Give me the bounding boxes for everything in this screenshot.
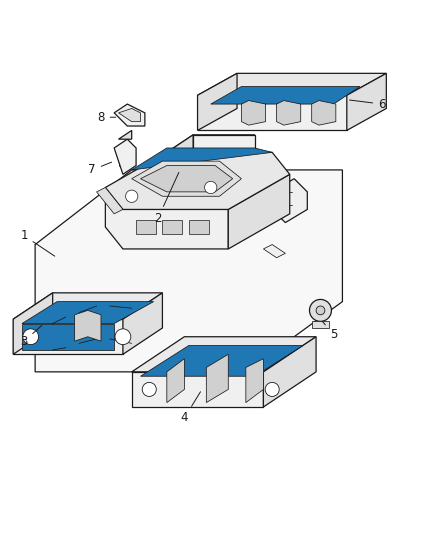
Polygon shape [74,310,101,341]
Circle shape [125,190,138,203]
Circle shape [204,181,216,193]
Polygon shape [131,372,263,407]
Polygon shape [136,221,155,233]
Polygon shape [162,221,182,233]
Polygon shape [118,108,140,122]
Polygon shape [193,135,254,170]
Polygon shape [13,293,162,319]
Polygon shape [140,166,232,192]
Polygon shape [188,221,208,233]
Polygon shape [206,354,228,402]
Polygon shape [118,131,131,139]
Text: 3: 3 [21,326,42,348]
Polygon shape [276,101,300,125]
Polygon shape [346,74,385,131]
Polygon shape [272,179,307,223]
Polygon shape [197,74,237,131]
Text: 6: 6 [349,98,385,110]
Circle shape [142,382,156,397]
Polygon shape [114,104,145,126]
Polygon shape [140,345,302,376]
Circle shape [265,382,279,397]
Polygon shape [13,319,123,354]
Polygon shape [22,324,114,350]
Polygon shape [241,101,265,125]
Circle shape [23,329,39,345]
Polygon shape [131,337,315,372]
Text: 1: 1 [20,229,55,256]
Polygon shape [175,157,245,179]
Polygon shape [131,161,241,196]
Polygon shape [35,170,342,372]
Text: 5: 5 [321,321,336,341]
Polygon shape [22,302,153,324]
Text: 4: 4 [180,392,200,424]
Polygon shape [311,321,328,328]
Polygon shape [114,139,136,174]
Polygon shape [13,293,53,354]
Polygon shape [210,86,359,104]
Polygon shape [263,337,315,407]
Polygon shape [166,135,193,183]
Polygon shape [105,188,228,249]
Polygon shape [166,135,254,152]
Circle shape [115,329,131,345]
Polygon shape [197,95,346,131]
Polygon shape [105,152,289,209]
Polygon shape [228,174,289,249]
Polygon shape [263,245,285,258]
Polygon shape [245,359,263,402]
Polygon shape [96,188,123,214]
Text: 7: 7 [88,162,111,176]
Text: 8: 8 [97,111,116,124]
Text: 2: 2 [154,173,178,225]
Polygon shape [123,293,162,354]
Circle shape [309,300,331,321]
Circle shape [315,306,324,315]
Polygon shape [197,74,385,95]
Polygon shape [131,148,272,170]
Polygon shape [311,101,335,125]
Polygon shape [166,359,184,402]
